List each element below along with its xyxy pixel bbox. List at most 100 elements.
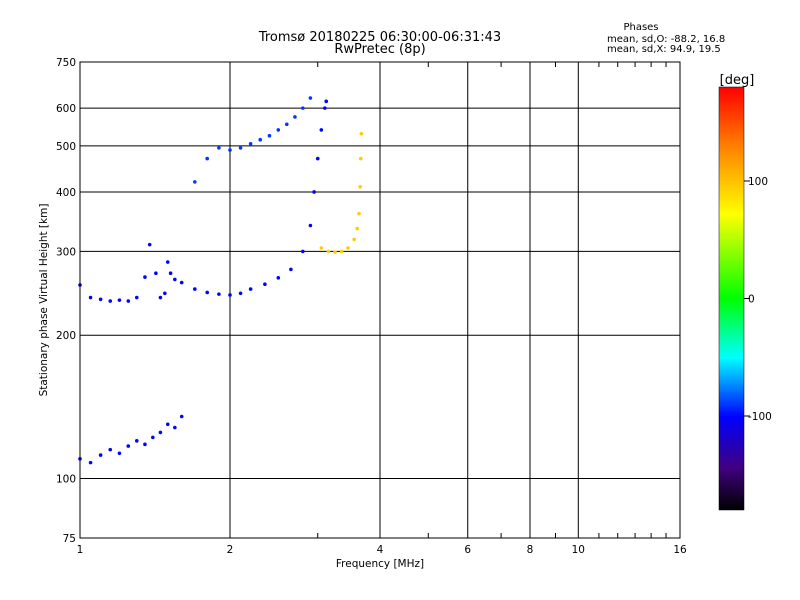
data-point xyxy=(217,146,221,150)
data-point xyxy=(205,290,209,295)
x-tick-label: 16 xyxy=(673,544,687,556)
chart-subtitle: RwPretec (8p) xyxy=(334,42,425,57)
data-point xyxy=(352,237,356,242)
data-point xyxy=(165,422,170,427)
x-tick-label: 8 xyxy=(527,544,534,556)
x-tick-label: 1 xyxy=(77,544,84,556)
data-point xyxy=(228,293,232,297)
data-point xyxy=(173,425,177,430)
data-point xyxy=(263,282,267,287)
data-point xyxy=(228,148,232,152)
y-tick-label: 300 xyxy=(56,246,76,258)
data-point xyxy=(134,295,139,300)
data-point xyxy=(293,115,297,119)
data-point xyxy=(339,249,344,254)
y-tick-label: 500 xyxy=(56,141,76,153)
data-point xyxy=(284,122,289,127)
data-point xyxy=(333,250,337,254)
colorbar-tick-label: -100 xyxy=(748,411,772,423)
x-axis-label: Frequency [MHz] xyxy=(336,558,424,570)
data-point xyxy=(126,299,131,303)
data-point xyxy=(168,271,173,276)
data-point xyxy=(324,99,329,104)
data-point xyxy=(173,277,177,282)
data-point xyxy=(179,414,184,419)
data-point xyxy=(346,246,350,250)
data-point xyxy=(98,297,103,302)
axis-ticks: 1 2 4 6 8 10 16 75 100 200 300 400 500 600 750 xyxy=(56,57,687,556)
data-point xyxy=(258,137,263,142)
data-point xyxy=(289,267,293,272)
stats-heading: Phases xyxy=(623,22,658,33)
data-point xyxy=(267,133,272,138)
data-point xyxy=(108,447,113,452)
data-point xyxy=(158,295,163,300)
colorbar-label: [deg] xyxy=(720,73,755,88)
data-point xyxy=(193,287,197,291)
data-point xyxy=(359,131,364,136)
y-tick-label: 100 xyxy=(56,474,76,486)
y-tick-label: 600 xyxy=(56,103,76,115)
data-point xyxy=(319,246,324,250)
data-point xyxy=(154,271,158,276)
data-point xyxy=(151,435,155,440)
colorbar-ticks: 100 0 -100 xyxy=(744,176,772,423)
x-tick-label: 10 xyxy=(572,544,585,556)
data-point xyxy=(147,242,152,247)
colorbar-tick-label: 0 xyxy=(748,294,755,306)
data-point xyxy=(276,128,281,132)
chart-title: Tromsø 20180225 06:30:00-06:31:43 xyxy=(258,30,501,45)
data-point xyxy=(323,106,327,110)
data-point xyxy=(98,453,103,457)
data-point xyxy=(179,280,184,285)
data-point xyxy=(217,292,221,296)
data-point xyxy=(319,128,324,132)
x-tick-label: 6 xyxy=(464,544,471,556)
data-point xyxy=(357,211,361,216)
colorbar xyxy=(718,86,745,511)
plot-frame xyxy=(79,61,681,539)
data-point xyxy=(326,249,331,254)
data-point xyxy=(315,156,320,161)
y-tick-label: 400 xyxy=(56,187,76,199)
y-tick-label: 750 xyxy=(56,57,76,69)
data-point xyxy=(88,295,93,300)
data-point xyxy=(126,444,131,448)
data-point xyxy=(143,442,147,447)
data-point xyxy=(117,298,122,302)
data-point xyxy=(308,223,313,228)
data-point xyxy=(117,451,122,456)
data-point xyxy=(158,430,163,435)
grid-lines xyxy=(79,61,681,539)
data-point xyxy=(88,460,93,465)
data-point xyxy=(248,287,253,291)
data-point xyxy=(358,156,363,161)
data-points xyxy=(78,96,364,465)
x-tick-label: 2 xyxy=(227,544,234,556)
data-point xyxy=(308,96,313,100)
data-point xyxy=(238,291,243,296)
data-point xyxy=(355,226,359,231)
data-point xyxy=(143,275,147,279)
data-point xyxy=(358,185,362,189)
data-point xyxy=(134,439,139,443)
data-point xyxy=(165,260,170,264)
y-tick-label: 200 xyxy=(56,330,76,342)
data-point xyxy=(205,156,209,161)
data-point xyxy=(301,249,305,254)
y-tick-label: 75 xyxy=(63,533,76,545)
stats-x-mode: mean, sd,X: 94.9, 19.5 xyxy=(607,44,721,55)
data-point xyxy=(276,276,281,280)
data-point xyxy=(108,299,113,303)
data-point xyxy=(312,190,316,194)
stats-o-mode: mean, sd,O: -88.2, 16.8 xyxy=(607,34,725,45)
y-axis-label: Stationary phase Virtual Height [km] xyxy=(38,204,50,397)
data-point xyxy=(193,180,197,184)
data-point xyxy=(163,291,167,296)
colorbar-tick-label: 100 xyxy=(748,176,768,188)
data-point xyxy=(301,106,305,110)
x-tick-label: 4 xyxy=(377,544,384,556)
data-point xyxy=(238,146,243,150)
data-point xyxy=(248,141,253,146)
